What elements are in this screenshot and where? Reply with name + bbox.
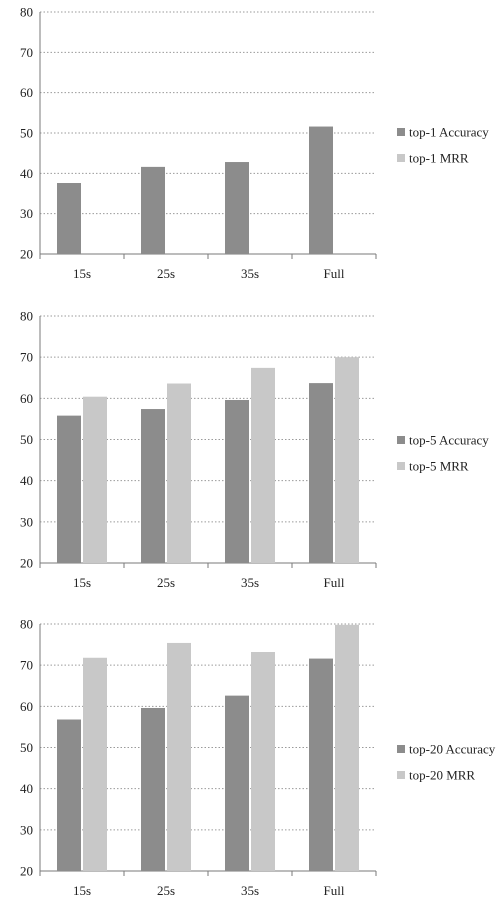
bar-accuracy-35s bbox=[225, 162, 249, 254]
bar-mrr-25s bbox=[167, 642, 191, 871]
y-tick-label: 80 bbox=[20, 5, 33, 20]
legend-label: top-5 MRR bbox=[409, 459, 469, 474]
y-tick-label: 20 bbox=[20, 864, 33, 879]
y-tick-label: 40 bbox=[20, 473, 33, 488]
legend-swatch bbox=[397, 745, 405, 753]
y-tick-label: 80 bbox=[20, 617, 33, 632]
y-tick-label: 70 bbox=[20, 658, 33, 673]
bar-accuracy-25s bbox=[141, 707, 165, 871]
legend-swatch bbox=[397, 154, 405, 162]
bar-mrr-35s bbox=[251, 367, 275, 563]
chart-panel-3: 20 30 40 50 60 70 80 15s 25s 35s Full top-20 Accura… bbox=[20, 617, 496, 899]
legend-label: top-20 MRR bbox=[409, 768, 475, 783]
y-tick-label: 50 bbox=[20, 740, 33, 755]
x-tick-label: 35s bbox=[241, 266, 259, 281]
x-tick-label: Full bbox=[324, 883, 345, 898]
x-tick-label: 15s bbox=[73, 883, 91, 898]
bar-accuracy-15s bbox=[57, 719, 81, 871]
x-tick-label: 35s bbox=[241, 883, 259, 898]
y-tick-label: 40 bbox=[20, 166, 33, 181]
y-tick-label: 20 bbox=[20, 247, 33, 262]
bar-accuracy-15s bbox=[57, 415, 81, 563]
y-tick-label: 30 bbox=[20, 822, 33, 837]
x-tick-label: 25s bbox=[157, 575, 175, 590]
legend-label: top-1 Accuracy bbox=[409, 125, 489, 140]
y-tick-label: 80 bbox=[20, 309, 33, 324]
y-tick-label: 70 bbox=[20, 350, 33, 365]
bar-mrr-full bbox=[335, 357, 359, 563]
x-tick-label: Full bbox=[324, 575, 345, 590]
legend-swatch bbox=[397, 128, 405, 136]
x-tick-label: 15s bbox=[73, 266, 91, 281]
y-tick-label: 60 bbox=[20, 391, 33, 406]
x-tick-label: 25s bbox=[157, 266, 175, 281]
y-tick-label: 50 bbox=[20, 432, 33, 447]
legend-swatch bbox=[397, 771, 405, 779]
y-tick-label: 50 bbox=[20, 126, 33, 141]
bar-mrr-15s bbox=[83, 657, 107, 871]
bar-accuracy-25s bbox=[141, 166, 165, 254]
bar-accuracy-full bbox=[309, 126, 333, 254]
x-tick-label: 25s bbox=[157, 883, 175, 898]
chart-panel-2: 20 30 40 50 60 70 80 15s 25s 35s Full top-5 Accurac… bbox=[20, 309, 489, 591]
y-tick-label: 60 bbox=[20, 699, 33, 714]
y-tick-label: 70 bbox=[20, 45, 33, 60]
legend-label: top-5 Accuracy bbox=[409, 433, 489, 448]
bar-accuracy-15s bbox=[57, 183, 81, 254]
bar-accuracy-full bbox=[309, 658, 333, 871]
legend-swatch bbox=[397, 462, 405, 470]
bar-accuracy-35s bbox=[225, 399, 249, 563]
x-tick-label: Full bbox=[324, 266, 345, 281]
legend-swatch bbox=[397, 436, 405, 444]
legend-label: top-20 Accuracy bbox=[409, 742, 496, 757]
y-tick-label: 30 bbox=[20, 514, 33, 529]
y-tick-label: 40 bbox=[20, 781, 33, 796]
x-tick-label: 35s bbox=[241, 575, 259, 590]
bar-accuracy-35s bbox=[225, 695, 249, 871]
bar-mrr-25s bbox=[167, 383, 191, 563]
y-tick-label: 60 bbox=[20, 85, 33, 100]
bar-mrr-35s bbox=[251, 651, 275, 871]
y-tick-label: 20 bbox=[20, 556, 33, 571]
bar-mrr-15s bbox=[83, 396, 107, 563]
bar-accuracy-full bbox=[309, 383, 333, 563]
x-tick-label: 15s bbox=[73, 575, 91, 590]
legend-label: top-1 MRR bbox=[409, 151, 469, 166]
y-tick-label: 30 bbox=[20, 206, 33, 221]
bar-accuracy-25s bbox=[141, 409, 165, 563]
bar-mrr-full bbox=[335, 624, 359, 871]
chart-panel-1: 20 30 40 50 60 70 80 15s 25s 35s Full top-1 Accurac… bbox=[20, 5, 489, 282]
